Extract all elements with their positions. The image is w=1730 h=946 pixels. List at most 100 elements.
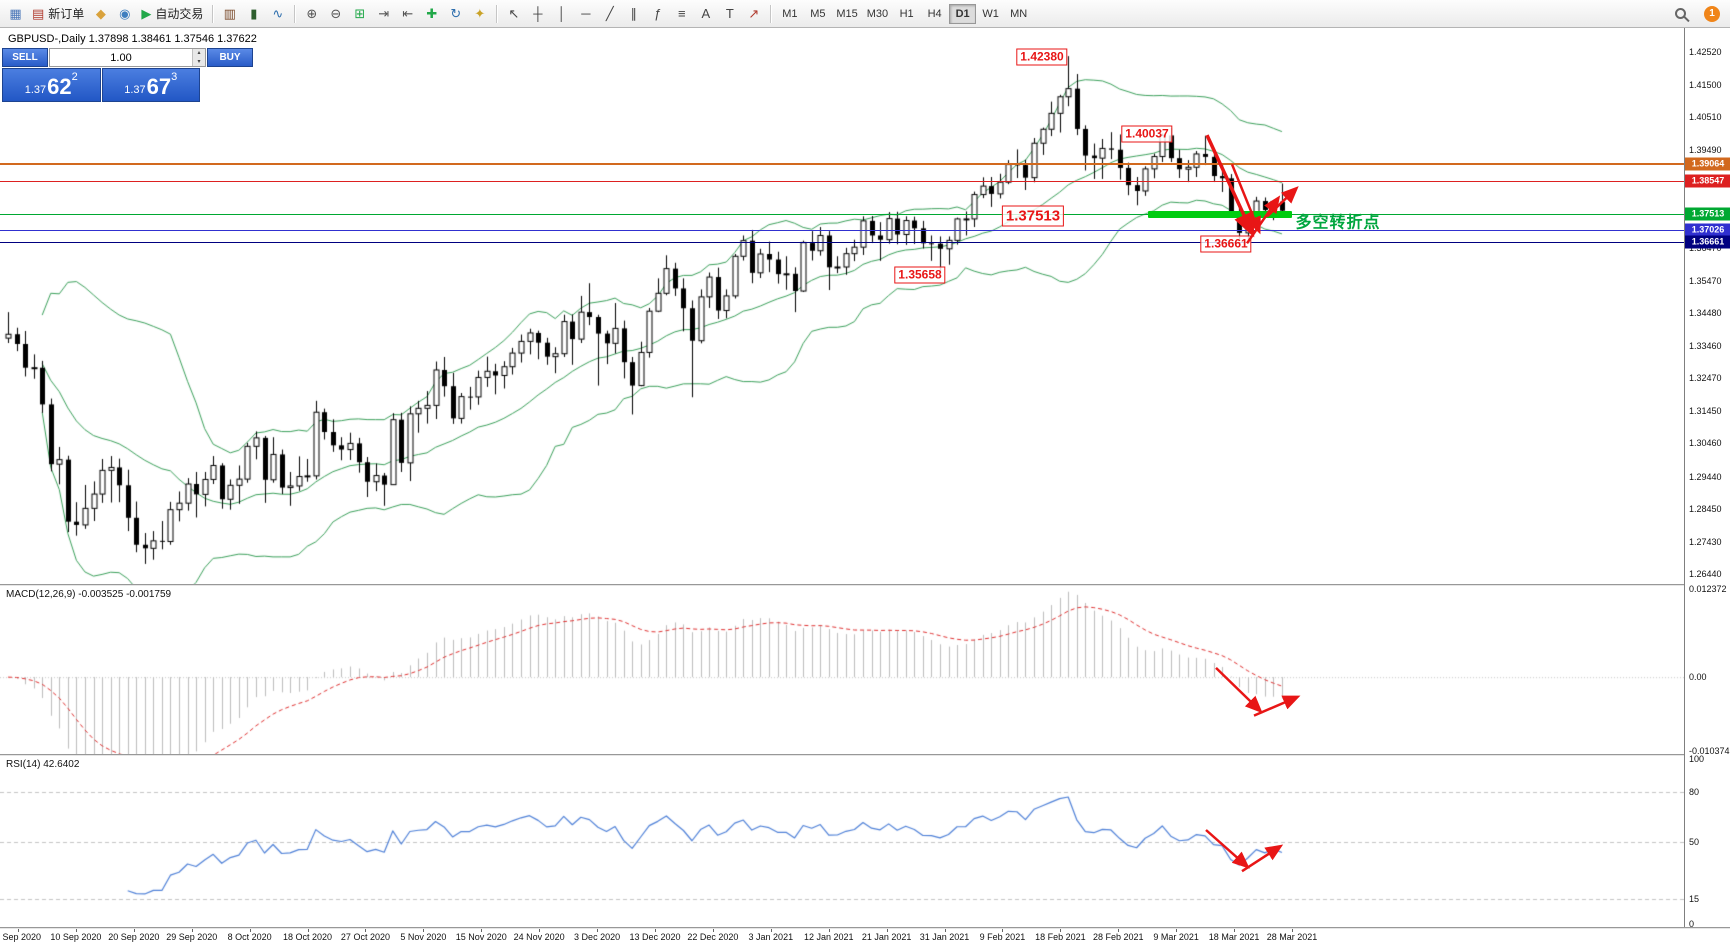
new-chart-icon[interactable]: ✚ (420, 3, 443, 25)
equidistant-channel-icon[interactable]: ∥ (622, 3, 645, 25)
price-label-1-36661[interactable]: 1.36661 (1200, 235, 1252, 253)
pivot-line-green[interactable] (0, 214, 1684, 215)
autotrading-button[interactable]: ▶ 自动交易 (137, 3, 207, 25)
auto-scroll-icon[interactable]: ⇥ (372, 3, 395, 25)
date-axis[interactable]: 2 Sep 2020 10 Sep 2020 20 Sep 2020 29 Sep 2… (0, 929, 1730, 946)
price-label-1-40037[interactable]: 1.40037 (1121, 125, 1173, 143)
turning-point-highlight-bar[interactable] (1148, 211, 1292, 218)
zoom-in-icon[interactable]: ⊕ (300, 3, 323, 25)
trendline-icon[interactable]: ╱ (598, 3, 621, 25)
date-axis-label: 20 Sep 2020 (108, 932, 160, 942)
auto-scroll-icon-glyph: ⇥ (378, 6, 390, 21)
candlestick-chart-icon[interactable]: ▮ (242, 3, 265, 25)
price-label-1-42380[interactable]: 1.42380 (1016, 48, 1068, 66)
price-axis-label: 1.30460 (1689, 438, 1722, 449)
arrow-objects-icon-glyph: ↗ (748, 6, 760, 21)
timeframe-m30[interactable]: M30 (863, 4, 892, 24)
search-icon (1675, 8, 1686, 19)
buy-price-pips: 67 (146, 74, 172, 99)
sell-price-pips: 62 (47, 74, 72, 99)
buy-price-frac: 3 (171, 71, 178, 83)
horizontal-line-icon-glyph: ─ (581, 6, 591, 21)
price-axis-label: 1.35470 (1689, 275, 1722, 286)
chart-shift-icon[interactable]: ⇤ (396, 3, 419, 25)
pane-separator-rsi-dates (0, 927, 1730, 928)
crosshair-icon[interactable]: ┼ (526, 3, 549, 25)
price-axis-label: 1.32470 (1689, 373, 1722, 384)
pane-separator-main-macd[interactable] (0, 584, 1730, 585)
rsi-axis-label: 50 (1689, 836, 1700, 847)
trendline-icon-glyph: ╱ (605, 6, 614, 21)
volume-box: ▴ ▾ (49, 48, 206, 67)
date-tick (887, 929, 888, 932)
volume-up-button[interactable]: ▴ (193, 49, 205, 58)
support-line-blue[interactable] (0, 230, 1684, 231)
chart-window-icon-glyph: ▦ (9, 6, 22, 21)
search-button[interactable] (1669, 3, 1692, 25)
pane-separator-macd-rsi[interactable] (0, 754, 1730, 755)
support-line-navy[interactable] (0, 242, 1684, 243)
zoom-out-icon[interactable]: ⊖ (324, 3, 347, 25)
notifications-badge[interactable]: 1 (1704, 5, 1720, 22)
date-tick (481, 929, 482, 932)
volume-input[interactable] (50, 49, 192, 66)
arrow-objects-icon[interactable]: ↗ (742, 3, 765, 25)
date-tick (1292, 929, 1293, 932)
buy-price-button[interactable]: 1.37 67 3 (101, 68, 200, 102)
market-icon[interactable]: ◆ (89, 3, 112, 25)
rsi-axis-label: 80 (1689, 787, 1700, 797)
date-axis-label: 22 Dec 2020 (687, 932, 739, 942)
fibonacci-icon[interactable]: ƒ (646, 3, 669, 25)
date-tick (945, 929, 946, 932)
timeframe-m5-label: M5 (810, 7, 826, 20)
resistance-line-orange[interactable] (0, 163, 1684, 165)
tile-windows-icon[interactable]: ⊞ (348, 3, 371, 25)
timeframe-h4[interactable]: H4 (921, 4, 948, 24)
refresh-icon[interactable]: ↻ (444, 3, 467, 25)
chart-symbol-ohlc-label: GBPUSD-,Daily 1.37898 1.38461 1.37546 1.… (8, 33, 257, 45)
horizontal-line-icon[interactable]: ─ (574, 3, 597, 25)
date-tick (539, 929, 540, 932)
turning-point-text[interactable]: 多空转折点 (1295, 214, 1381, 232)
volume-down-button[interactable]: ▾ (193, 57, 205, 66)
timeframe-m15[interactable]: M15 (832, 4, 861, 24)
autotrading-button-glyph: ▶ (141, 6, 152, 21)
vertical-line-icon[interactable]: │ (550, 3, 573, 25)
timeframe-m1[interactable]: M1 (776, 4, 803, 24)
timeframe-m5[interactable]: M5 (804, 4, 831, 24)
indicators-list-icon[interactable]: ✦ (468, 3, 491, 25)
timeframe-w1[interactable]: W1 (977, 4, 1004, 24)
timeframe-mn[interactable]: MN (1005, 4, 1032, 24)
lines-menu-icon-glyph: ≡ (678, 6, 686, 21)
sell-button[interactable]: SELL (2, 48, 48, 67)
text-label-icon[interactable]: T (718, 3, 741, 25)
text-icon[interactable]: A (694, 3, 717, 25)
date-tick (192, 929, 193, 932)
timeframe-w1-label: W1 (982, 7, 999, 20)
price-axis[interactable]: 1.425201.415001.405101.394901.384801.374… (1684, 28, 1730, 929)
buy-button[interactable]: BUY (207, 48, 253, 67)
cursor-icon[interactable]: ↖ (502, 3, 525, 25)
line-chart-icon[interactable]: ∿ (266, 3, 289, 25)
price-axis-label: 1.28450 (1689, 503, 1722, 514)
date-axis-label: 3 Dec 2020 (574, 932, 621, 942)
price-label-1-37513[interactable]: 1.37513 (1001, 205, 1065, 227)
timeframe-d1[interactable]: D1 (949, 3, 977, 24)
date-tick (134, 929, 135, 932)
sell-price-button[interactable]: 1.37 62 2 (2, 68, 101, 102)
new-order-button[interactable]: ▤ 新订单 (28, 3, 88, 25)
date-axis-label: 21 Jan 2021 (861, 932, 912, 942)
price-label-1-35658[interactable]: 1.35658 (894, 266, 946, 284)
chart-canvas[interactable] (0, 0, 1684, 946)
timeframe-h1[interactable]: H1 (893, 4, 920, 24)
profile-icon[interactable]: ◉ (113, 3, 136, 25)
date-axis-label: 18 Mar 2021 (1208, 932, 1260, 942)
resistance-line-red[interactable] (0, 181, 1684, 182)
bars-chart-icon[interactable]: ▥ (218, 3, 241, 25)
price-axis-label: 1.31450 (1689, 406, 1722, 417)
lines-menu-icon[interactable]: ≡ (670, 3, 693, 25)
text-label-icon-glyph: T (725, 6, 734, 21)
chart-window-icon[interactable]: ▦ (4, 3, 27, 25)
date-tick (18, 929, 19, 932)
date-tick (597, 929, 598, 932)
